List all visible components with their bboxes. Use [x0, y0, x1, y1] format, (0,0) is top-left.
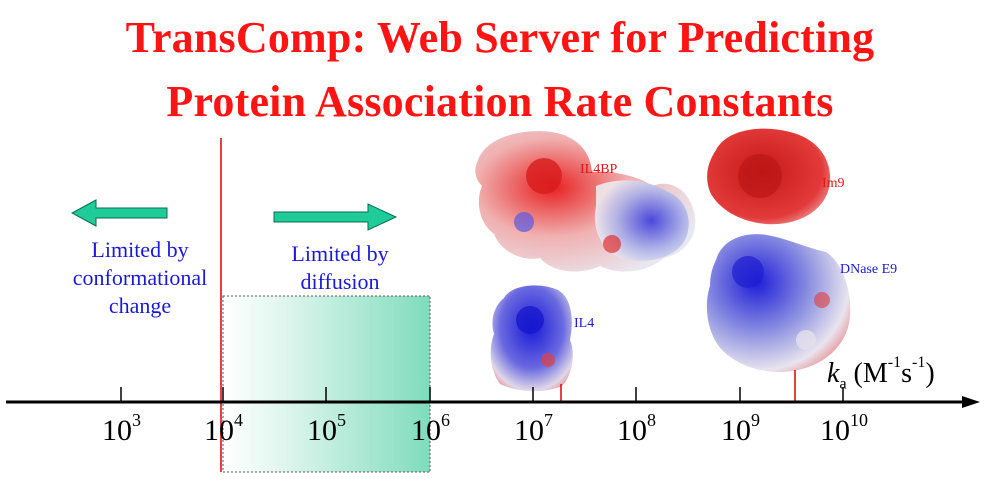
axis-unit-exp2: -1	[912, 354, 926, 371]
tick-exp: 10	[850, 410, 868, 430]
tick-label-1e8: 108	[617, 410, 656, 448]
tick-label-1e9: 109	[721, 410, 760, 448]
tick-label-1e6: 106	[411, 410, 450, 448]
tick-exp: 6	[441, 410, 450, 430]
tick-label-1e3: 103	[102, 410, 141, 448]
protein-dnase-e9	[706, 234, 851, 372]
tick-exp: 5	[337, 410, 346, 430]
tick-label-1e5: 105	[307, 410, 346, 448]
protein-il4	[490, 285, 573, 392]
tick-base: 10	[617, 414, 647, 447]
tick-base: 10	[514, 414, 544, 447]
note-conformational: Limited by conformational change	[40, 236, 240, 320]
tick-exp: 8	[647, 410, 656, 430]
note-diffusion-line-1: Limited by	[291, 241, 389, 266]
tick-exp: 7	[544, 410, 553, 430]
tick-exp: 9	[751, 410, 760, 430]
title-line-1: TransComp: Web Server for Predicting	[125, 13, 875, 62]
tick-label-1e10: 1010	[820, 410, 868, 448]
axis-unit-close: )	[925, 358, 935, 389]
axis-symbol: k	[827, 358, 840, 389]
protein-il4bp	[475, 131, 696, 272]
protein-im9	[707, 128, 831, 225]
label-im9: Im9	[822, 176, 845, 191]
note-diffusion: Limited by diffusion	[250, 240, 430, 296]
tick-base: 10	[204, 414, 234, 447]
label-il4bp: IL4BP	[580, 162, 618, 177]
note-conformational-line-3: change	[108, 293, 172, 318]
axis-unit-open: (M	[853, 358, 888, 389]
note-diffusion-line-2: diffusion	[300, 269, 380, 294]
tick-label-1e4: 104	[204, 410, 243, 448]
tick-base: 10	[411, 414, 441, 447]
label-il4: IL4	[574, 316, 595, 331]
tick-base: 10	[820, 414, 850, 447]
arrow-left-icon	[70, 199, 168, 227]
axis-title: ka (M-1s-1)	[827, 354, 935, 394]
tick-base: 10	[721, 414, 751, 447]
note-conformational-line-1: Limited by	[91, 237, 189, 262]
tick-exp: 4	[234, 410, 243, 430]
axis-subscript: a	[839, 375, 847, 393]
arrow-right-icon	[273, 203, 398, 231]
axis-unit-exp1: -1	[887, 354, 902, 371]
tick-exp: 3	[132, 410, 141, 430]
axis-unit-mid: s	[901, 358, 913, 389]
diffusion-limited-region	[222, 295, 431, 473]
tick-base: 10	[307, 414, 337, 447]
axis-arrowhead-icon	[962, 396, 980, 408]
title-line-2: Protein Association Rate Constants	[166, 77, 834, 126]
label-dnase-e9: DNase E9	[840, 262, 898, 277]
axis-ticks	[120, 387, 844, 402]
tick-base: 10	[102, 414, 132, 447]
tick-label-1e7: 107	[514, 410, 553, 448]
note-conformational-line-2: conformational	[72, 265, 208, 290]
